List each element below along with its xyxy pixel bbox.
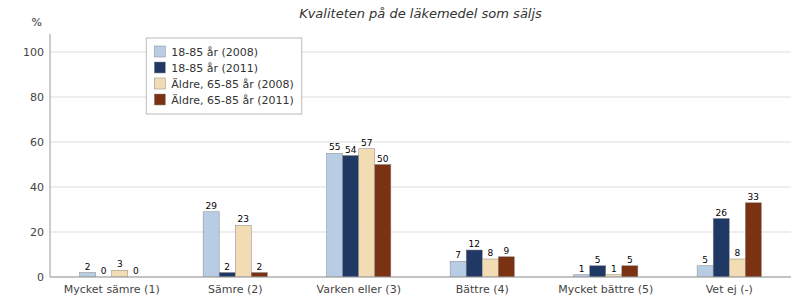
bar <box>713 219 729 278</box>
grid-line <box>50 232 791 233</box>
data-label: 26 <box>715 208 727 218</box>
data-label: 0 <box>133 266 139 276</box>
x-axis-line <box>50 277 791 278</box>
data-label: 2 <box>85 262 91 272</box>
x-tick-label: Varken eller (3) <box>317 283 401 296</box>
data-label: 5 <box>702 255 708 265</box>
bar <box>697 266 713 277</box>
data-label: 29 <box>205 201 217 211</box>
data-label: 9 <box>503 246 509 256</box>
y-tick-label: 80 <box>30 91 44 104</box>
data-label: 33 <box>748 192 759 202</box>
data-label: 57 <box>361 138 372 148</box>
bar <box>251 273 267 278</box>
grid-line <box>50 277 791 278</box>
bar <box>375 165 391 278</box>
legend-swatch <box>154 62 165 73</box>
x-tick-label: Mycket sämre (1) <box>64 283 160 296</box>
data-label: 50 <box>377 154 389 164</box>
bar <box>327 153 343 277</box>
x-tick-label: Bättre (4) <box>456 283 509 296</box>
bar <box>745 203 761 277</box>
legend-swatch <box>154 94 165 105</box>
grid-line <box>50 142 791 143</box>
bar <box>729 259 745 277</box>
bar <box>235 225 251 277</box>
legend-swatch <box>154 46 165 57</box>
y-axis-label: % <box>32 16 42 29</box>
bar <box>203 212 219 277</box>
data-label: 55 <box>329 142 340 152</box>
legend-label: 18-85 år (2008) <box>171 46 258 59</box>
legend-label: Äldre, 65-85 år (2011) <box>171 94 293 107</box>
bar <box>219 273 235 278</box>
y-tick-label: 40 <box>30 181 44 194</box>
grid <box>50 52 791 277</box>
y-tick-label: 100 <box>23 46 44 59</box>
title: Kvaliteten på de läkemedel som säljs <box>299 6 542 21</box>
bar <box>359 149 375 277</box>
data-label: 1 <box>611 264 617 274</box>
legend-label: 18-85 år (2011) <box>171 62 258 75</box>
data-label: 1 <box>579 264 585 274</box>
grid-line <box>50 187 791 188</box>
x-tick-label: Mycket bättre (5) <box>558 283 653 296</box>
data-label: 5 <box>595 255 601 265</box>
data-labels: 229557150254125263235781802509533 <box>85 138 759 276</box>
data-label: 7 <box>455 250 461 260</box>
bar <box>482 259 498 277</box>
x-tick-label: Sämre (2) <box>208 283 263 296</box>
legend-swatch <box>154 78 165 89</box>
y-tick-label: 60 <box>30 136 44 149</box>
data-label: 8 <box>487 248 493 258</box>
y-axis-line <box>50 34 51 277</box>
data-label: 12 <box>468 239 479 249</box>
bar <box>343 156 359 278</box>
y-tick-label: 0 <box>37 271 44 284</box>
bar <box>466 250 482 277</box>
bar <box>498 257 514 277</box>
chart: Kvaliteten på de läkemedel som säljs%020… <box>0 0 803 303</box>
y-tick-label: 20 <box>30 226 44 239</box>
bar <box>590 266 606 277</box>
data-label: 0 <box>101 266 107 276</box>
data-label: 8 <box>734 248 740 258</box>
bar <box>622 266 638 277</box>
bars <box>80 149 762 277</box>
data-label: 2 <box>256 262 262 272</box>
bar <box>80 273 96 278</box>
data-label: 2 <box>224 262 230 272</box>
bar <box>112 270 128 277</box>
bar <box>450 261 466 277</box>
data-label: 23 <box>238 214 249 224</box>
data-label: 5 <box>627 255 633 265</box>
data-label: 54 <box>345 145 357 155</box>
legend-frame <box>146 38 301 114</box>
legend-label: Äldre, 65-85 år (2008) <box>171 78 293 91</box>
x-tick-label: Vet ej (-) <box>706 283 753 296</box>
data-label: 3 <box>117 259 123 269</box>
legend: 18-85 år (2008) 18-85 år (2011) Äldre, 65-… <box>146 38 301 114</box>
